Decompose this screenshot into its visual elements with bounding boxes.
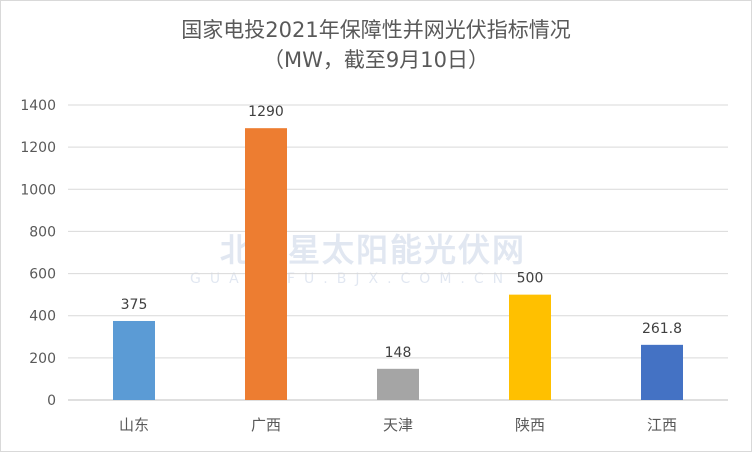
bar-山东: [113, 320, 155, 400]
data-label: 261.8: [642, 321, 682, 337]
y-tick-label: 800: [29, 224, 56, 240]
data-label: 375: [121, 297, 148, 313]
data-label: 1290: [248, 104, 284, 120]
data-label: 500: [517, 271, 544, 287]
x-tick-label: 山东: [119, 416, 149, 434]
y-tick-label: 200: [29, 351, 56, 367]
y-tick-label: 1200: [20, 140, 56, 156]
bar-江西: [641, 344, 683, 400]
x-tick-label: 江西: [647, 416, 677, 434]
chart-title: 国家电投2021年保障性并网光伏指标情况: [181, 18, 571, 42]
y-tick-label: 1400: [20, 98, 56, 114]
bar-陕西: [509, 294, 551, 400]
y-tick-label: 600: [29, 267, 56, 283]
bar-广西: [245, 128, 287, 400]
chart-subtitle: （MW，截至9月10日）: [263, 48, 489, 72]
y-tick-label: 1000: [20, 182, 56, 198]
bar-天津: [377, 368, 419, 400]
x-tick-label: 广西: [251, 416, 281, 434]
x-tick-label: 天津: [383, 416, 413, 434]
y-tick-label: 0: [47, 393, 56, 409]
data-label: 148: [385, 345, 412, 361]
y-tick-label: 400: [29, 309, 56, 325]
x-tick-label: 陕西: [515, 416, 545, 434]
